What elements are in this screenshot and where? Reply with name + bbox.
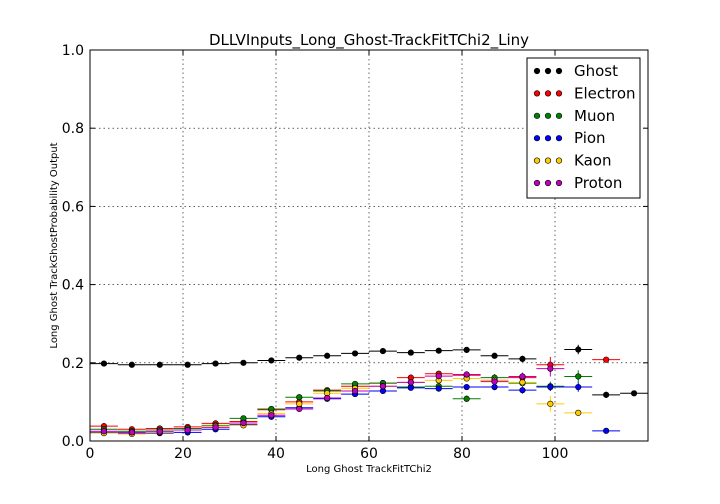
axis-ticks: 0 20 40 60 80 100 0.0 0.2 0.4 0.6 0.8 1.0 bbox=[62, 43, 648, 462]
proton-point bbox=[407, 379, 414, 386]
legend-marker-pion bbox=[533, 135, 541, 142]
x-tick-label: 100 bbox=[542, 446, 569, 462]
legend-marker-kaon bbox=[555, 157, 563, 164]
electron-point bbox=[603, 356, 610, 363]
x-tick-label: 20 bbox=[174, 446, 192, 462]
legend-marker-electron bbox=[533, 90, 541, 97]
proton-point bbox=[128, 429, 135, 436]
legend-marker-muon bbox=[544, 112, 552, 119]
data-points bbox=[90, 344, 648, 438]
pion-point bbox=[575, 383, 582, 391]
ghost-point bbox=[519, 355, 526, 362]
x-tick-label: 40 bbox=[267, 446, 285, 462]
legend-label-electron: Electron bbox=[574, 84, 636, 102]
proton-point bbox=[463, 371, 470, 378]
pion-point bbox=[407, 384, 414, 391]
proton-point bbox=[547, 365, 554, 372]
ghost-point bbox=[630, 390, 638, 397]
y-tick-label: 1.0 bbox=[62, 43, 84, 59]
pion-point bbox=[519, 387, 526, 394]
proton-point bbox=[519, 373, 526, 380]
legend-marker-pion bbox=[555, 135, 563, 142]
legend-marker-ghost bbox=[555, 67, 563, 75]
series-proton bbox=[90, 360, 565, 436]
legend-marker-proton bbox=[533, 179, 541, 187]
ghost-point bbox=[575, 346, 582, 353]
pion-point bbox=[603, 427, 610, 434]
ghost-point bbox=[463, 346, 470, 353]
legend-marker-proton bbox=[544, 179, 552, 187]
chart-title: DLLVInputs_Long_Ghost-TrackFitTChi2_Liny bbox=[209, 31, 529, 50]
legend-marker-kaon bbox=[544, 157, 552, 164]
proton-point bbox=[184, 426, 191, 434]
pion-point bbox=[547, 383, 554, 391]
ghost-point bbox=[240, 359, 247, 366]
legend-label-proton: Proton bbox=[574, 174, 622, 192]
ghost-point bbox=[100, 360, 108, 367]
x-tick-label: 60 bbox=[360, 446, 378, 462]
kaon-point bbox=[296, 400, 303, 407]
y-tick-label: 0.4 bbox=[62, 278, 84, 294]
ghost-point bbox=[351, 350, 359, 357]
proton-point bbox=[100, 428, 108, 435]
muon-point bbox=[575, 373, 582, 380]
legend-label-pion: Pion bbox=[574, 129, 606, 147]
y-tick-label: 0.8 bbox=[62, 121, 84, 137]
proton-point bbox=[324, 394, 331, 402]
muon-point bbox=[296, 394, 303, 401]
kaon-point bbox=[575, 409, 582, 416]
legend-box bbox=[526, 57, 641, 199]
legend-label-ghost: Ghost bbox=[574, 62, 618, 80]
ghost-point bbox=[491, 352, 498, 359]
series-ghost bbox=[90, 344, 648, 398]
ghost-point bbox=[296, 354, 303, 361]
ghost-point bbox=[156, 361, 163, 368]
ghost-point bbox=[603, 391, 610, 398]
x-axis-label: Long Ghost TrackFitTChi2 bbox=[306, 464, 432, 475]
proton-point bbox=[296, 405, 303, 413]
ghost-point bbox=[379, 347, 387, 355]
proton-point bbox=[379, 383, 387, 390]
proton-point bbox=[212, 424, 219, 431]
proton-point bbox=[240, 419, 247, 427]
x-tick-label: 0 bbox=[86, 446, 95, 462]
y-tick-label: 0.0 bbox=[62, 434, 84, 450]
y-axis-label: Long Ghost TrackGhostProbability Output bbox=[49, 142, 60, 348]
x-tick-label: 80 bbox=[453, 446, 471, 462]
legend-marker-ghost bbox=[533, 67, 541, 75]
legend-label-muon: Muon bbox=[574, 107, 615, 125]
legend-marker-electron bbox=[544, 90, 552, 97]
ghost-point bbox=[324, 352, 331, 359]
proton-point bbox=[351, 387, 359, 395]
legend-marker-proton bbox=[555, 179, 563, 187]
legend-marker-muon bbox=[555, 112, 563, 119]
ghost-point bbox=[212, 360, 219, 367]
legend: Ghost Electron Muon Pion Kaon Proton bbox=[526, 57, 641, 199]
proton-point bbox=[491, 378, 498, 385]
ghost-point bbox=[268, 357, 275, 364]
kaon-point bbox=[547, 400, 554, 407]
ghost-point bbox=[128, 361, 135, 368]
pion-point bbox=[435, 385, 442, 392]
ghost-point bbox=[435, 347, 442, 354]
legend-marker-ghost bbox=[544, 67, 552, 75]
legend-label-kaon: Kaon bbox=[574, 152, 611, 170]
pion-point bbox=[463, 383, 470, 391]
proton-point bbox=[268, 412, 275, 419]
legend-marker-electron bbox=[555, 90, 563, 97]
ghost-point bbox=[407, 349, 414, 356]
proton-point bbox=[156, 428, 163, 435]
ghost-point bbox=[184, 361, 191, 368]
legend-marker-pion bbox=[544, 135, 552, 142]
proton-point bbox=[435, 372, 442, 380]
legend-marker-kaon bbox=[533, 157, 541, 164]
muon-point bbox=[463, 395, 470, 402]
y-tick-label: 0.2 bbox=[62, 356, 84, 372]
legend-marker-muon bbox=[533, 112, 541, 119]
y-tick-label: 0.6 bbox=[62, 199, 84, 215]
